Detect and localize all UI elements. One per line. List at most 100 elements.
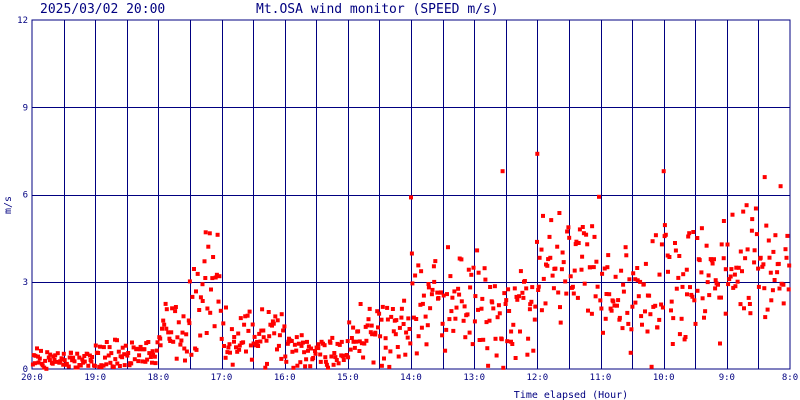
data-point	[234, 345, 238, 350]
data-point	[203, 230, 208, 235]
data-point	[535, 151, 540, 156]
data-point	[69, 350, 73, 355]
data-point	[564, 291, 569, 296]
data-point	[302, 350, 307, 355]
data-point	[71, 355, 76, 360]
data-point	[104, 340, 109, 344]
data-point	[693, 321, 698, 326]
data-point	[303, 364, 308, 369]
data-point	[615, 303, 619, 308]
data-point	[229, 327, 234, 332]
data-point	[598, 298, 603, 303]
data-point	[385, 305, 390, 310]
data-point	[292, 342, 297, 347]
data-point	[499, 337, 504, 342]
data-point	[309, 346, 314, 351]
data-point	[416, 334, 421, 339]
data-point	[359, 341, 364, 346]
data-point	[116, 349, 121, 354]
data-point	[681, 272, 686, 277]
data-point	[85, 352, 90, 356]
data-point	[406, 316, 411, 321]
x-tick-label: 9:0	[719, 373, 735, 383]
data-point	[713, 278, 718, 283]
data-point	[184, 349, 189, 354]
data-point	[256, 344, 261, 348]
data-point	[301, 340, 305, 345]
data-point	[495, 315, 500, 320]
data-point	[138, 347, 142, 352]
data-point	[661, 169, 666, 174]
data-point	[783, 247, 788, 252]
data-point	[679, 316, 684, 321]
data-point	[282, 324, 287, 329]
data-point	[425, 323, 430, 328]
data-point	[351, 325, 356, 330]
data-point	[163, 301, 168, 306]
data-point	[313, 349, 317, 353]
data-point	[311, 356, 316, 360]
data-point	[221, 321, 226, 326]
data-point	[33, 353, 38, 358]
data-point	[787, 263, 792, 268]
data-point	[657, 317, 662, 322]
data-point	[504, 298, 509, 303]
data-point	[606, 253, 611, 258]
data-point	[753, 206, 758, 211]
data-point	[435, 290, 440, 295]
data-point	[536, 284, 541, 289]
data-point	[633, 277, 638, 282]
data-point	[349, 336, 354, 340]
data-point	[148, 355, 153, 359]
data-point	[170, 306, 175, 311]
data-point	[376, 325, 380, 330]
data-point	[419, 325, 424, 330]
data-point	[659, 302, 664, 307]
x-tick-label: 15:0	[337, 373, 359, 383]
data-point	[631, 271, 636, 276]
data-point	[699, 226, 704, 231]
data-point	[122, 363, 127, 368]
data-point	[616, 298, 621, 303]
data-point	[61, 362, 66, 367]
data-point	[264, 338, 269, 343]
data-point	[597, 194, 601, 199]
data-point	[582, 281, 587, 286]
data-point	[174, 356, 179, 361]
data-point	[453, 316, 458, 321]
data-point	[547, 234, 552, 239]
data-point	[299, 343, 304, 348]
data-point	[496, 303, 501, 308]
data-point	[75, 365, 80, 370]
data-point	[643, 261, 648, 266]
data-point	[294, 348, 299, 353]
data-point	[48, 352, 53, 357]
data-point	[50, 361, 55, 366]
data-point	[397, 325, 402, 330]
data-point	[155, 340, 160, 345]
data-point	[407, 327, 412, 331]
data-point	[365, 323, 370, 328]
data-point	[225, 350, 230, 355]
data-point	[39, 348, 43, 353]
data-point	[662, 223, 667, 228]
data-point	[232, 335, 237, 339]
data-point	[627, 277, 632, 282]
data-point	[32, 361, 37, 366]
data-point	[502, 291, 507, 296]
data-point	[103, 355, 107, 360]
data-point	[530, 285, 535, 290]
data-point	[409, 195, 413, 200]
data-point	[719, 242, 724, 247]
data-point	[744, 203, 749, 208]
data-point	[430, 287, 435, 292]
data-point	[125, 353, 130, 358]
data-point	[318, 359, 323, 364]
data-point	[344, 353, 349, 357]
data-point	[377, 311, 382, 316]
data-point	[702, 315, 706, 320]
data-point	[252, 334, 257, 339]
data-point	[107, 345, 112, 350]
data-point	[186, 318, 191, 323]
data-point	[476, 270, 481, 275]
